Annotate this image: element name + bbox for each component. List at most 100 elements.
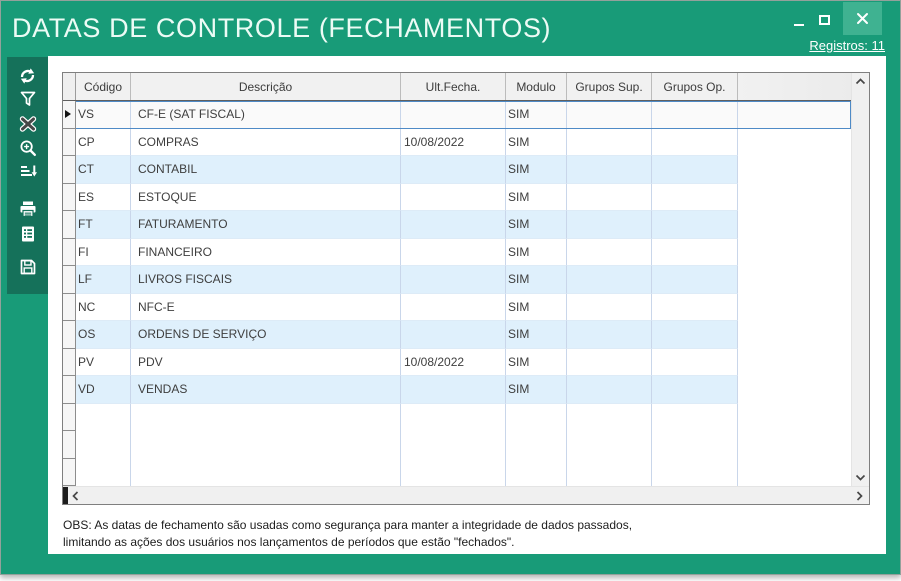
column-header-ult_fecha[interactable]: Ult.Fecha. xyxy=(401,73,506,100)
cell-codigo[interactable]: OS xyxy=(76,321,131,349)
cell-descricao[interactable] xyxy=(131,458,401,486)
column-header-descricao[interactable]: Descrição xyxy=(131,73,401,100)
cell-grupos_op[interactable] xyxy=(652,376,738,404)
cell-codigo[interactable]: FI xyxy=(76,238,131,266)
scroll-down-icon[interactable] xyxy=(855,474,866,481)
cell-codigo[interactable]: CP xyxy=(76,128,131,156)
cell-ult_fecha[interactable]: 10/08/2022 xyxy=(401,128,506,156)
cell-descricao[interactable]: NFC-E xyxy=(131,293,401,321)
cell-ult_fecha[interactable] xyxy=(401,376,506,404)
cell-descricao[interactable]: CONTABIL xyxy=(131,156,401,184)
cell-grupos_sup[interactable] xyxy=(567,238,652,266)
cell-modulo[interactable]: SIM xyxy=(506,238,567,266)
cell-grupos_op[interactable] xyxy=(652,156,738,184)
cell-ult_fecha[interactable] xyxy=(401,238,506,266)
cell-grupos_sup[interactable] xyxy=(567,183,652,211)
cell-ult_fecha[interactable] xyxy=(401,321,506,349)
cell-descricao[interactable] xyxy=(131,431,401,459)
cell-grupos_sup[interactable] xyxy=(567,293,652,321)
cell-ult_fecha[interactable] xyxy=(401,266,506,294)
cell-modulo[interactable] xyxy=(506,431,567,459)
maximize-button[interactable] xyxy=(813,10,835,30)
cell-grupos_sup[interactable] xyxy=(567,266,652,294)
cell-modulo[interactable]: SIM xyxy=(506,293,567,321)
cell-grupos_op[interactable] xyxy=(652,293,738,321)
cell-grupos_op[interactable] xyxy=(652,238,738,266)
table-row-VD[interactable]: VD VENDAS SIM xyxy=(63,376,851,404)
table-row-PV[interactable]: PV PDV 10/08/2022 SIM xyxy=(63,348,851,376)
cell-grupos_sup[interactable] xyxy=(567,431,652,459)
vertical-scrollbar[interactable] xyxy=(851,73,869,486)
cell-descricao[interactable]: COMPRAS xyxy=(131,128,401,156)
table-row-CP[interactable]: CP COMPRAS 10/08/2022 SIM xyxy=(63,128,851,156)
empty-row[interactable] xyxy=(63,458,851,486)
cell-codigo[interactable] xyxy=(76,431,131,459)
print-button[interactable] xyxy=(7,197,48,221)
cell-modulo[interactable]: SIM xyxy=(506,183,567,211)
cell-ult_fecha[interactable] xyxy=(401,458,506,486)
table-row-ES[interactable]: ES ESTOQUE SIM xyxy=(63,183,851,211)
cell-grupos_op[interactable] xyxy=(652,403,738,431)
cell-grupos_sup[interactable] xyxy=(567,128,652,156)
report-button[interactable] xyxy=(7,222,48,246)
cell-ult_fecha[interactable] xyxy=(401,101,506,129)
save-button[interactable] xyxy=(7,255,48,279)
cell-descricao[interactable]: FINANCEIRO xyxy=(131,238,401,266)
cell-modulo[interactable]: SIM xyxy=(506,156,567,184)
cell-descricao[interactable]: LIVROS FISCAIS xyxy=(131,266,401,294)
cell-grupos_op[interactable] xyxy=(652,458,738,486)
registros-count-link[interactable]: Registros: 11 xyxy=(809,38,885,53)
cell-grupos_sup[interactable] xyxy=(567,458,652,486)
cell-grupos_sup[interactable] xyxy=(567,211,652,239)
table-row-OS[interactable]: OS ORDENS DE SERVIÇO SIM xyxy=(63,321,851,349)
column-header-grupos_op[interactable]: Grupos Op. xyxy=(652,73,738,100)
cell-ult_fecha[interactable] xyxy=(401,403,506,431)
clear-filter-button[interactable] xyxy=(7,112,48,136)
column-header-grupos_sup[interactable]: Grupos Sup. xyxy=(567,73,652,100)
cell-grupos_op[interactable] xyxy=(652,183,738,211)
cell-descricao[interactable]: ESTOQUE xyxy=(131,183,401,211)
cell-codigo[interactable]: ES xyxy=(76,183,131,211)
cell-grupos_sup[interactable] xyxy=(567,376,652,404)
cell-grupos_sup[interactable] xyxy=(567,156,652,184)
cell-grupos_sup[interactable] xyxy=(567,348,652,376)
close-button[interactable] xyxy=(843,2,882,35)
cell-codigo[interactable] xyxy=(76,458,131,486)
cell-ult_fecha[interactable] xyxy=(401,211,506,239)
table-row-CT[interactable]: CT CONTABIL SIM xyxy=(63,156,851,184)
cell-modulo[interactable]: SIM xyxy=(506,128,567,156)
empty-row[interactable] xyxy=(63,431,851,459)
cell-ult_fecha[interactable] xyxy=(401,293,506,321)
cell-descricao[interactable]: CF-E (SAT FISCAL) xyxy=(131,101,401,129)
refresh-button[interactable] xyxy=(7,64,48,88)
cell-modulo[interactable] xyxy=(506,403,567,431)
cell-descricao[interactable]: ORDENS DE SERVIÇO xyxy=(131,321,401,349)
cell-modulo[interactable]: SIM xyxy=(506,101,567,129)
cell-descricao[interactable]: PDV xyxy=(131,348,401,376)
cell-descricao[interactable]: VENDAS xyxy=(131,376,401,404)
cell-grupos_op[interactable] xyxy=(652,101,738,129)
table-row-LF[interactable]: LF LIVROS FISCAIS SIM xyxy=(63,266,851,294)
table-row-NC[interactable]: NC NFC-E SIM xyxy=(63,293,851,321)
cell-modulo[interactable]: SIM xyxy=(506,321,567,349)
cell-codigo[interactable]: NC xyxy=(76,293,131,321)
cell-codigo[interactable]: FT xyxy=(76,211,131,239)
cell-grupos_op[interactable] xyxy=(652,431,738,459)
cell-ult_fecha[interactable] xyxy=(401,431,506,459)
cell-modulo[interactable]: SIM xyxy=(506,211,567,239)
cell-modulo[interactable]: SIM xyxy=(506,348,567,376)
cell-descricao[interactable] xyxy=(131,403,401,431)
cell-ult_fecha[interactable]: 10/08/2022 xyxy=(401,348,506,376)
sort-button[interactable] xyxy=(7,159,48,183)
scroll-up-icon[interactable] xyxy=(855,78,866,85)
cell-codigo[interactable]: VS xyxy=(76,101,131,129)
cell-codigo[interactable]: CT xyxy=(76,156,131,184)
filter-button[interactable] xyxy=(7,87,48,111)
column-header-codigo[interactable]: Código xyxy=(76,73,131,100)
cell-grupos_sup[interactable] xyxy=(567,403,652,431)
horizontal-scrollbar[interactable] xyxy=(63,486,869,504)
cell-grupos_sup[interactable] xyxy=(567,321,652,349)
cell-modulo[interactable]: SIM xyxy=(506,266,567,294)
cell-grupos_op[interactable] xyxy=(652,266,738,294)
cell-modulo[interactable] xyxy=(506,458,567,486)
